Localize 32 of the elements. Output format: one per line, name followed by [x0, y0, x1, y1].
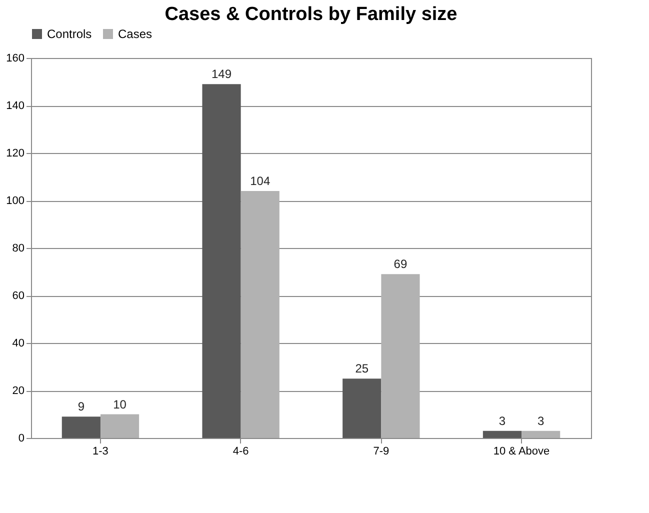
- data-label: 10: [113, 397, 127, 412]
- bar: [482, 430, 522, 438]
- legend-label: Cases: [118, 27, 152, 41]
- y-tick-label: 60: [12, 290, 24, 302]
- data-label: 3: [498, 414, 506, 428]
- data-label: 104: [250, 174, 270, 188]
- bar: [342, 378, 382, 438]
- y-tick-label: 100: [6, 195, 24, 207]
- x-tick-label: 10 & Above: [493, 446, 550, 458]
- bar: [100, 414, 140, 438]
- x-tick-label: 1-3: [92, 446, 108, 458]
- y-tick-label: 40: [12, 338, 24, 350]
- legend-label: Controls: [47, 27, 92, 41]
- y-tick-label: 140: [6, 100, 24, 112]
- data-label: 25: [355, 362, 369, 376]
- bar: [62, 416, 100, 438]
- data-label: 149: [212, 67, 232, 82]
- chart-title: Cases & Controls by Family size: [164, 4, 458, 25]
- y-tick-label: 20: [12, 385, 24, 397]
- bar: [381, 274, 420, 438]
- bar: [202, 84, 241, 438]
- y-tick-label: 160: [6, 52, 24, 64]
- y-tick-label: 120: [6, 148, 24, 160]
- bar: [240, 191, 280, 438]
- data-label: 9: [78, 400, 85, 414]
- y-tick-label: 0: [18, 432, 24, 444]
- y-tick-label: 80: [12, 242, 24, 254]
- x-tick-label: 7-9: [373, 446, 390, 458]
- bar: [522, 430, 560, 438]
- data-label: 69: [394, 257, 408, 272]
- x-tick-label: 4-6: [232, 446, 249, 458]
- data-label: 3: [537, 414, 544, 428]
